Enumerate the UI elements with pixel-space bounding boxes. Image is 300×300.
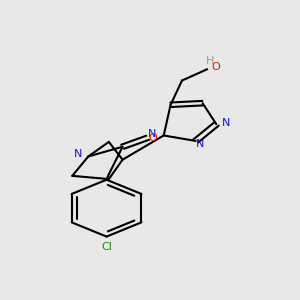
Text: Cl: Cl [101, 242, 112, 252]
Text: O: O [149, 133, 158, 143]
Text: H: H [206, 56, 214, 65]
Text: N: N [222, 118, 231, 128]
Text: O: O [211, 62, 220, 72]
Text: N: N [148, 129, 157, 139]
Text: N: N [74, 149, 82, 159]
Text: N: N [196, 139, 205, 149]
